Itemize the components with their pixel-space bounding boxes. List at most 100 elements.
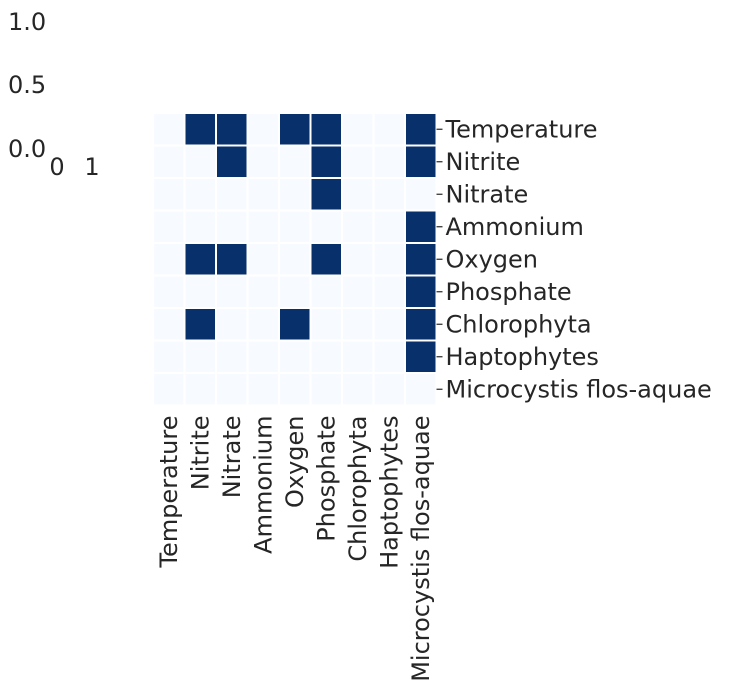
colorbar-y-tick-label: 1.0 bbox=[8, 8, 46, 36]
colorbar-y-tick-label: 0.0 bbox=[8, 135, 46, 163]
heatmap-cell bbox=[341, 242, 375, 277]
heatmap-cell bbox=[183, 177, 217, 212]
heatmap-cell bbox=[278, 144, 312, 179]
heatmap-cell bbox=[309, 144, 343, 179]
colorbar-tick-labels: 1.0 0.5 0.00 1 bbox=[8, 8, 100, 181]
column-label: Oxygen bbox=[281, 416, 309, 509]
heatmap-cell bbox=[404, 144, 438, 179]
heatmap-cell bbox=[372, 307, 406, 342]
heatmap-cell bbox=[152, 307, 186, 342]
heatmap-cell bbox=[372, 209, 406, 244]
heatmap-cell bbox=[152, 274, 186, 309]
heatmap-cell bbox=[341, 274, 375, 309]
heatmap-cell bbox=[309, 112, 343, 147]
heatmap-cell bbox=[404, 112, 438, 147]
heatmap-cell bbox=[183, 112, 217, 147]
row-labels: Temperature Nitrite Nitrate Ammonium Oxygen P… bbox=[436, 115, 712, 403]
column-label: Nitrite bbox=[186, 416, 214, 491]
column-label: Nitrate bbox=[218, 416, 246, 499]
heatmap-cell bbox=[309, 274, 343, 309]
heatmap-cell bbox=[183, 372, 217, 407]
heatmap-cell bbox=[215, 209, 249, 244]
heatmap-cell bbox=[215, 242, 249, 277]
heatmap-cell bbox=[309, 209, 343, 244]
heatmap-cell bbox=[152, 177, 186, 212]
heatmap-cell bbox=[246, 339, 280, 374]
heatmap-cell bbox=[215, 144, 249, 179]
heatmap-cell bbox=[183, 209, 217, 244]
heatmap-cell bbox=[341, 339, 375, 374]
heatmap-cell bbox=[215, 372, 249, 407]
heatmap-cell bbox=[341, 144, 375, 179]
heatmap-cell bbox=[309, 242, 343, 277]
heatmap-cell bbox=[183, 339, 217, 374]
heatmap-cell bbox=[309, 339, 343, 374]
row-label: Nitrite bbox=[446, 148, 521, 176]
heatmap-cell bbox=[246, 307, 280, 342]
heatmap-cell bbox=[278, 242, 312, 277]
heatmap-cell bbox=[152, 209, 186, 244]
column-label: Microcystis flos-aquae bbox=[407, 416, 435, 682]
colorbar-y-tick-label: 0.5 bbox=[8, 71, 46, 99]
heatmap-cell bbox=[372, 242, 406, 277]
heatmap-cell bbox=[404, 339, 438, 374]
heatmap-cell bbox=[215, 307, 249, 342]
heatmap-cell bbox=[215, 274, 249, 309]
heatmap-cell bbox=[278, 112, 312, 147]
row-label: Temperature bbox=[445, 115, 598, 143]
heatmap-cell bbox=[278, 372, 312, 407]
heatmap-cell bbox=[278, 339, 312, 374]
column-label: Temperature bbox=[155, 416, 183, 569]
heatmap-cell bbox=[404, 209, 438, 244]
colorbar-x-tick-label: 0 bbox=[49, 153, 64, 181]
heatmap-cell bbox=[372, 274, 406, 309]
heatmap-cell bbox=[152, 112, 186, 147]
heatmap-cell bbox=[309, 307, 343, 342]
heatmap-cell bbox=[341, 177, 375, 212]
heatmap-cell bbox=[152, 144, 186, 179]
heatmap-cell bbox=[372, 339, 406, 374]
heatmap-cell bbox=[152, 339, 186, 374]
heatmap-cell bbox=[372, 177, 406, 212]
heatmap-cell bbox=[341, 209, 375, 244]
heatmap-cell bbox=[246, 242, 280, 277]
column-label: Ammonium bbox=[249, 416, 277, 554]
row-label: Haptophytes bbox=[446, 343, 599, 371]
heatmap-cells bbox=[152, 112, 438, 407]
heatmap-cell bbox=[246, 112, 280, 147]
heatmap-cell bbox=[278, 177, 312, 212]
heatmap-cell bbox=[183, 274, 217, 309]
row-label: Microcystis flos-aquae bbox=[446, 375, 712, 403]
heatmap-cell bbox=[246, 209, 280, 244]
heatmap-cell bbox=[183, 242, 217, 277]
column-label: Haptophytes bbox=[375, 416, 403, 569]
heatmap-cell bbox=[372, 372, 406, 407]
heatmap-cell bbox=[404, 242, 438, 277]
heatmap-cell bbox=[215, 339, 249, 374]
heatmap-cell bbox=[215, 112, 249, 147]
heatmap-cell bbox=[404, 307, 438, 342]
heatmap-cell bbox=[341, 112, 375, 147]
column-label: Chlorophyta bbox=[344, 416, 372, 562]
heatmap-cell bbox=[152, 242, 186, 277]
heatmap-cell bbox=[404, 274, 438, 309]
row-label: Ammonium bbox=[446, 213, 584, 241]
heatmap-cell bbox=[246, 144, 280, 179]
heatmap-cell bbox=[404, 177, 438, 212]
heatmap-cell bbox=[183, 307, 217, 342]
heatmap-cell bbox=[278, 209, 312, 244]
heatmap-cell bbox=[246, 372, 280, 407]
heatmap-cell bbox=[309, 177, 343, 212]
column-label: Phosphate bbox=[312, 416, 340, 542]
row-label: Nitrate bbox=[446, 180, 529, 208]
heatmap-cell bbox=[372, 112, 406, 147]
heatmap-cell bbox=[183, 144, 217, 179]
heatmap-cell bbox=[372, 144, 406, 179]
heatmap-cell bbox=[341, 372, 375, 407]
heatmap-cell bbox=[404, 372, 438, 407]
heatmap-cell bbox=[215, 177, 249, 212]
row-label: Phosphate bbox=[446, 278, 572, 306]
heatmap-cell bbox=[309, 372, 343, 407]
heatmap-cell bbox=[246, 274, 280, 309]
